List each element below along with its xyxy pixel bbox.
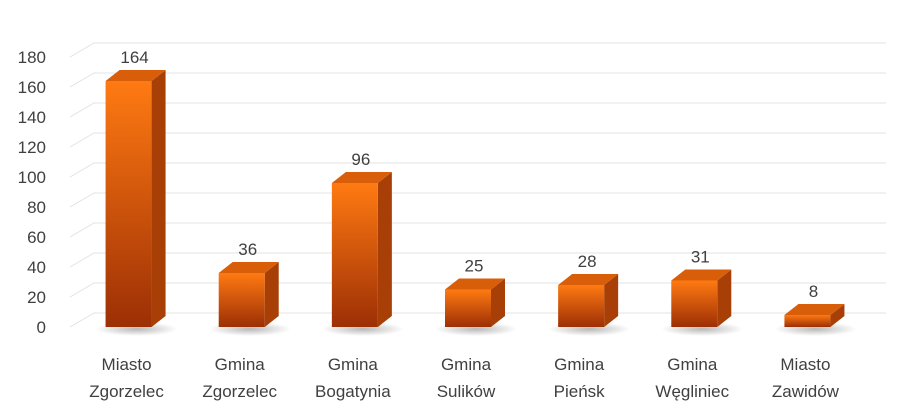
y-tick-label: 160 bbox=[18, 78, 46, 97]
y-tick-label: 180 bbox=[18, 48, 46, 67]
bar-front-face bbox=[331, 183, 378, 327]
bar-top-face bbox=[558, 274, 619, 285]
gridline bbox=[69, 222, 886, 238]
gridline bbox=[69, 42, 886, 58]
bar-side-face bbox=[491, 278, 505, 327]
bar bbox=[321, 172, 404, 336]
bar-front-face bbox=[671, 280, 718, 327]
bar-side-face bbox=[604, 274, 619, 327]
data-label: 28 bbox=[578, 252, 597, 271]
y-tick-label: 0 bbox=[37, 318, 46, 337]
bar bbox=[208, 262, 291, 336]
category-label: Gmina Sulików bbox=[437, 355, 496, 401]
category-label: Gmina Zgorzelec bbox=[202, 355, 277, 401]
gridline bbox=[69, 312, 886, 328]
bar bbox=[95, 70, 178, 336]
y-tick-label: 20 bbox=[27, 288, 46, 307]
bar-top-face bbox=[218, 262, 279, 273]
gridlines bbox=[69, 42, 886, 328]
bar-side-face bbox=[830, 304, 845, 327]
bar bbox=[548, 274, 631, 336]
gridline bbox=[69, 252, 886, 268]
bar bbox=[435, 278, 517, 336]
y-tick-label: 60 bbox=[27, 228, 46, 247]
category-label: Gmina Węgliniec bbox=[655, 355, 729, 401]
data-labels: 164 36 96 25 28 31 8 bbox=[120, 48, 818, 301]
bar bbox=[774, 304, 857, 336]
bar-front-face bbox=[558, 285, 605, 327]
bar-side-face bbox=[264, 262, 279, 327]
data-label: 31 bbox=[691, 248, 710, 267]
bar-side-face bbox=[377, 172, 392, 327]
bar-top-face bbox=[105, 70, 166, 81]
bar-top-face bbox=[445, 278, 505, 290]
y-tick-label: 100 bbox=[18, 168, 46, 187]
y-tick-label: 80 bbox=[27, 198, 46, 217]
category-label: Miasto Zgorzelec bbox=[89, 355, 164, 401]
bar-side-face bbox=[151, 70, 166, 327]
data-label: 164 bbox=[120, 48, 148, 67]
category-labels: Miasto Zgorzelec Gmina Zgorzelec Gmina Bogaty… bbox=[89, 355, 839, 401]
y-tick-label: 140 bbox=[18, 108, 46, 127]
gridline bbox=[69, 282, 886, 298]
data-label: 96 bbox=[351, 150, 370, 169]
bar-front-face bbox=[784, 315, 831, 327]
bar-front-face bbox=[445, 289, 491, 327]
gridline bbox=[69, 102, 886, 118]
y-axis-tick-labels: 0 20 40 60 80 100 120 140 160 180 bbox=[18, 48, 46, 337]
bars bbox=[95, 70, 857, 336]
category-label: Gmina Pieńsk bbox=[554, 355, 606, 401]
gridline bbox=[69, 132, 886, 148]
gridline bbox=[69, 162, 886, 178]
bar-front-face bbox=[218, 273, 265, 327]
bar-top-face bbox=[784, 304, 845, 315]
bar-front-face bbox=[105, 81, 152, 327]
bar-top-face bbox=[331, 172, 392, 183]
y-tick-label: 40 bbox=[27, 258, 46, 277]
bar-side-face bbox=[717, 269, 732, 327]
y-tick-label: 120 bbox=[18, 138, 46, 157]
gridline bbox=[69, 72, 886, 88]
category-label: Gmina Bogatynia bbox=[315, 355, 391, 401]
bar bbox=[661, 269, 744, 336]
data-label: 36 bbox=[238, 240, 257, 259]
category-label: Miasto Zawidów bbox=[772, 355, 840, 401]
bar-top-face bbox=[671, 269, 732, 281]
data-label: 25 bbox=[465, 257, 484, 276]
gridline bbox=[69, 192, 886, 208]
data-label: 8 bbox=[809, 282, 818, 301]
